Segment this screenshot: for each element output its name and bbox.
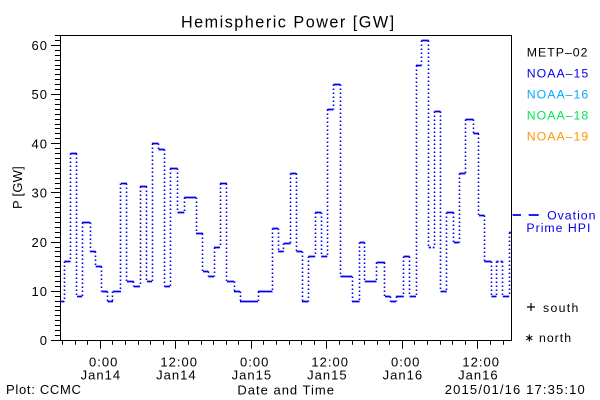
svg-text:METP–02: METP–02 [527, 46, 589, 60]
svg-text:north: north [539, 331, 572, 345]
svg-text:Plot: CCMC: Plot: CCMC [6, 382, 82, 397]
svg-text:Jan14: Jan14 [81, 368, 121, 383]
svg-text:Jan16: Jan16 [383, 368, 423, 383]
svg-text:12:00: 12:00 [160, 355, 198, 370]
svg-text:Jan14: Jan14 [156, 368, 196, 383]
svg-text:NOAA–19: NOAA–19 [527, 130, 589, 144]
svg-text:0:00: 0:00 [240, 355, 269, 370]
svg-text:12:00: 12:00 [462, 355, 500, 370]
svg-text:Hemispheric Power [GW]: Hemispheric Power [GW] [181, 14, 396, 32]
svg-text:NOAA–18: NOAA–18 [527, 109, 589, 123]
svg-text:Jan15: Jan15 [307, 368, 347, 383]
svg-text:20: 20 [32, 235, 48, 250]
svg-text:30: 30 [32, 186, 48, 201]
svg-text:Date and Time: Date and Time [237, 383, 335, 398]
svg-text:NOAA–15: NOAA–15 [527, 67, 589, 81]
svg-text:0:00: 0:00 [391, 355, 420, 370]
svg-text:50: 50 [32, 87, 48, 102]
svg-text:0: 0 [40, 333, 48, 348]
svg-text:Jan16: Jan16 [458, 368, 498, 383]
svg-text:Prime HPI: Prime HPI [526, 221, 591, 235]
svg-text:NOAA–16: NOAA–16 [527, 88, 589, 102]
svg-text:Jan15: Jan15 [232, 368, 272, 383]
svg-text:12:00: 12:00 [311, 355, 349, 370]
svg-text:0:00: 0:00 [89, 355, 118, 370]
svg-text:60: 60 [32, 38, 48, 53]
svg-text:Ovation: Ovation [547, 209, 596, 223]
svg-text:2015/01/16 17:35:10: 2015/01/16 17:35:10 [445, 382, 586, 397]
svg-text:P [GW]: P [GW] [10, 166, 25, 209]
svg-text:10: 10 [32, 284, 48, 299]
svg-text:south: south [543, 301, 580, 315]
svg-text:40: 40 [32, 136, 48, 151]
